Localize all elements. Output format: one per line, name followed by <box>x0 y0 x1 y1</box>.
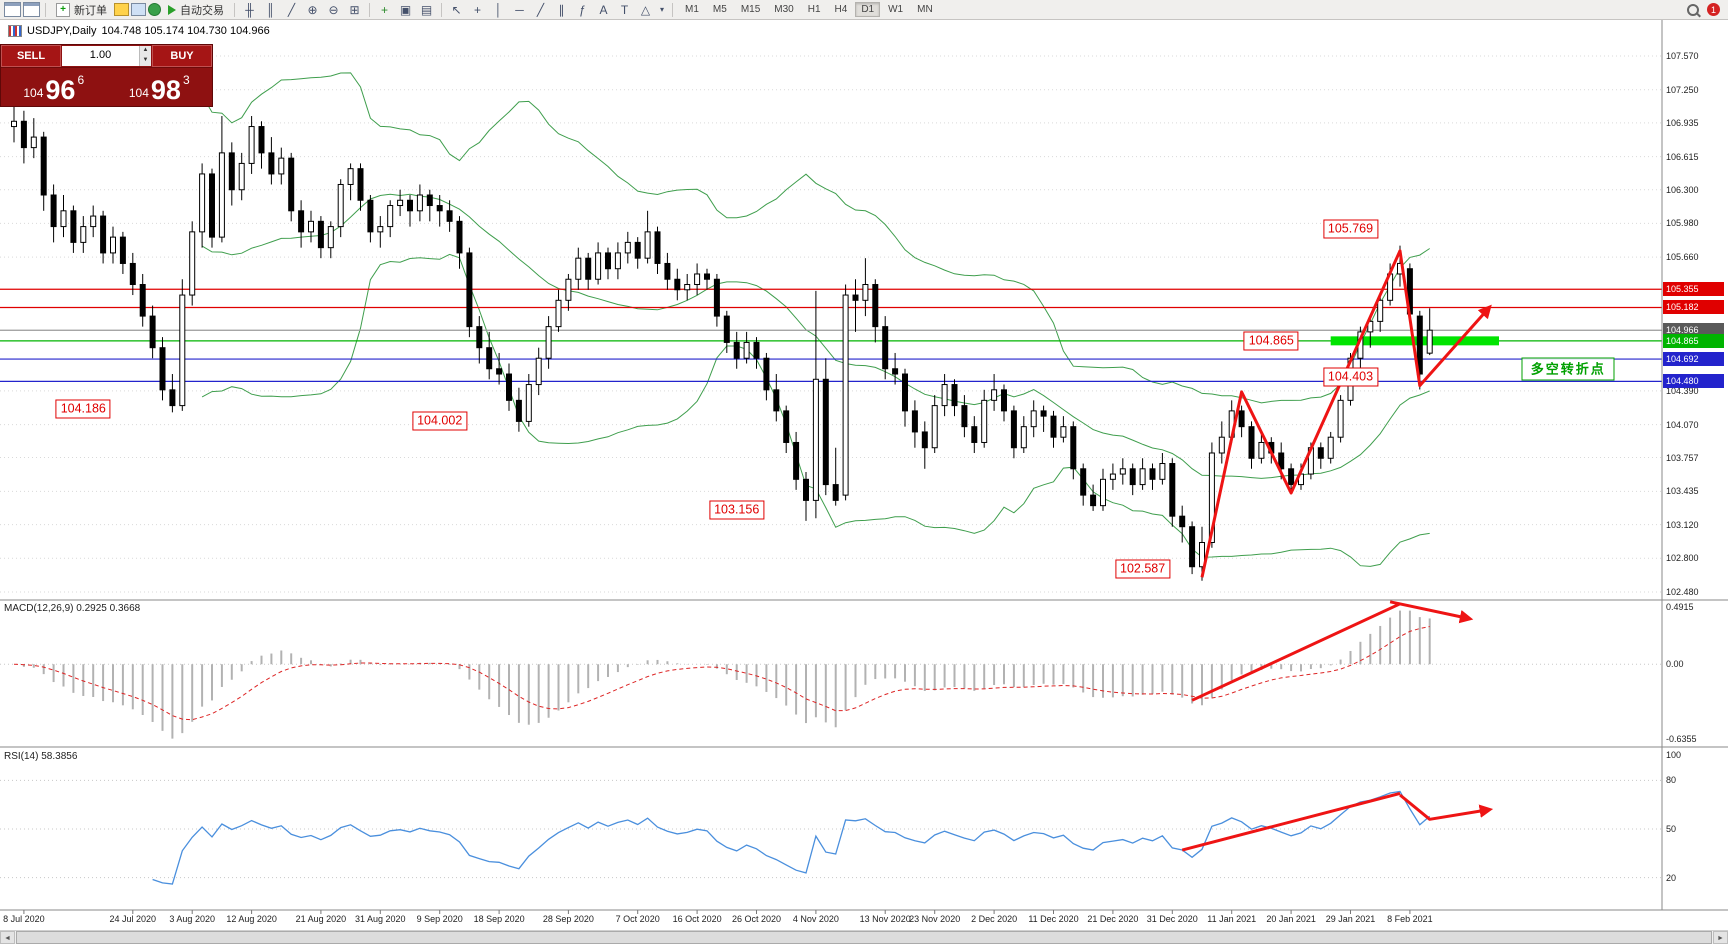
main-trend-arrow[interactable] <box>1200 249 1492 578</box>
volume-up-icon[interactable]: ▲ <box>140 46 151 56</box>
sell-price-prefix: 104 <box>23 86 44 100</box>
buy-button[interactable]: BUY <box>152 45 212 67</box>
timeframe-button-h4[interactable]: H4 <box>834 4 848 15</box>
one-click-trading-panel: SELL 1.00 ▲ ▼ BUY 104 96 6 104 98 3 <box>0 44 213 107</box>
new-order-label: 新订单 <box>74 4 107 17</box>
data-window-icon[interactable] <box>131 3 146 16</box>
chart-title: USDJPY,Daily 104.748 105.174 104.730 104… <box>8 25 270 37</box>
objects-icon[interactable]: ▣ <box>399 2 412 17</box>
timeframe-toolbar: M1 M5 M15 M30 H1 H4 D1 W1 MN <box>678 2 940 17</box>
buy-price-sup: 3 <box>182 72 190 87</box>
sell-price-display: 104 96 6 <box>1 68 107 106</box>
zoom-in-icon[interactable]: ⊕ <box>307 2 318 17</box>
sell-button[interactable]: SELL <box>1 45 61 67</box>
navigator-icon[interactable] <box>148 3 161 16</box>
rsi-line <box>152 790 1431 885</box>
trendline-icon[interactable]: ╱ <box>536 2 545 17</box>
auto-trading-button[interactable]: 自动交易 <box>163 1 229 19</box>
chart-window-icon[interactable] <box>4 2 21 17</box>
volume-down-icon[interactable]: ▼ <box>140 56 151 66</box>
sell-price-sup: 6 <box>77 72 85 87</box>
buy-price-display: 104 98 3 <box>107 68 213 106</box>
vertical-line-icon[interactable]: │ <box>494 2 503 17</box>
timeframe-button-m15[interactable]: M15 <box>740 4 761 15</box>
toolbar-separator <box>45 2 46 17</box>
chart-window-2-icon[interactable] <box>23 2 40 17</box>
toolbar-right-group: 1 <box>1687 3 1724 16</box>
chevron-down-icon[interactable]: ▾ <box>659 4 664 14</box>
horizontal-scrollbar[interactable]: ◄ ► <box>0 930 1728 944</box>
toolbar-separator <box>672 2 673 17</box>
new-order-button[interactable]: + 新订单 <box>51 1 112 19</box>
text-icon[interactable]: A <box>599 2 608 17</box>
horizontal-line-icon[interactable]: ─ <box>515 2 524 17</box>
volume-steppers: ▲ ▼ <box>139 46 151 66</box>
toolbar-separator <box>441 2 442 17</box>
line-chart-icon[interactable]: ╱ <box>287 2 296 17</box>
timeframe-button-h1[interactable]: H1 <box>807 4 821 15</box>
macd-pullback-arrow[interactable] <box>1389 600 1474 624</box>
new-order-icon: + <box>56 2 70 17</box>
timeframe-button-m30[interactable]: M30 <box>774 4 794 15</box>
main-toolbar: + 新订单 自动交易 ╫ ║ ╱ ⊕ ⊖ ⊞ + ▣ ▤ ↖ + │ ─ ╱ ∥… <box>0 0 1728 20</box>
macd-histogram <box>22 610 1431 739</box>
cursor-icon[interactable]: ↖ <box>451 2 462 17</box>
fibonacci-icon[interactable]: ƒ <box>579 2 586 17</box>
zoom-out-icon[interactable]: ⊖ <box>328 2 339 17</box>
crosshair-icon[interactable]: + <box>473 2 481 17</box>
volume-value[interactable]: 1.00 <box>89 49 112 61</box>
timeframe-button-mn[interactable]: MN <box>917 4 933 15</box>
symbol-period-label: USDJPY,Daily <box>27 25 97 37</box>
candlestick-series <box>11 105 1433 581</box>
ohlc-readout: 104.748 105.174 104.730 104.966 <box>101 25 270 37</box>
timeframe-button-m5[interactable]: M5 <box>712 4 727 15</box>
volume-field[interactable]: 1.00 ▲ ▼ <box>62 46 151 66</box>
shapes-icon[interactable]: △ <box>640 2 651 17</box>
timeframe-button-d1[interactable]: D1 <box>855 2 881 17</box>
rsi-trend-line[interactable] <box>1181 791 1401 852</box>
auto-trading-play-icon <box>168 4 176 15</box>
market-watch-icon[interactable] <box>114 3 129 16</box>
search-icon[interactable] <box>1687 3 1699 16</box>
horizontal-price-lines <box>0 288 1662 382</box>
macd-trend-line[interactable] <box>1191 602 1401 702</box>
scroll-right-icon[interactable]: ► <box>1713 931 1728 944</box>
scroll-left-icon[interactable]: ◄ <box>0 931 15 944</box>
templates-icon[interactable]: ▤ <box>420 2 433 17</box>
auto-trading-label: 自动交易 <box>180 4 224 17</box>
notification-badge[interactable]: 1 <box>1707 3 1720 16</box>
support-zone-bar[interactable] <box>1330 336 1499 346</box>
sell-price-big: 96 <box>45 75 76 105</box>
toolbar-separator <box>234 2 235 17</box>
timeframe-button-w1[interactable]: W1 <box>888 4 904 15</box>
scrollbar-thumb[interactable] <box>16 931 1712 944</box>
indicators-icon[interactable]: + <box>380 2 388 17</box>
buy-price-big: 98 <box>150 75 181 105</box>
timeframe-button-m1[interactable]: M1 <box>685 4 699 15</box>
macd-signal-line <box>13 626 1430 721</box>
candlestick-mini-icon <box>8 25 22 37</box>
bar-chart-icon[interactable]: ╫ <box>245 2 254 17</box>
rsi-zigzag-arrow[interactable] <box>1399 793 1494 821</box>
buy-price-prefix: 104 <box>128 86 149 100</box>
candlestick-chart-icon[interactable]: ║ <box>266 2 275 17</box>
toolbar-separator <box>369 2 370 17</box>
label-icon[interactable]: T <box>620 2 629 17</box>
tile-windows-icon[interactable]: ⊞ <box>349 2 360 17</box>
channel-icon[interactable]: ∥ <box>558 2 565 17</box>
